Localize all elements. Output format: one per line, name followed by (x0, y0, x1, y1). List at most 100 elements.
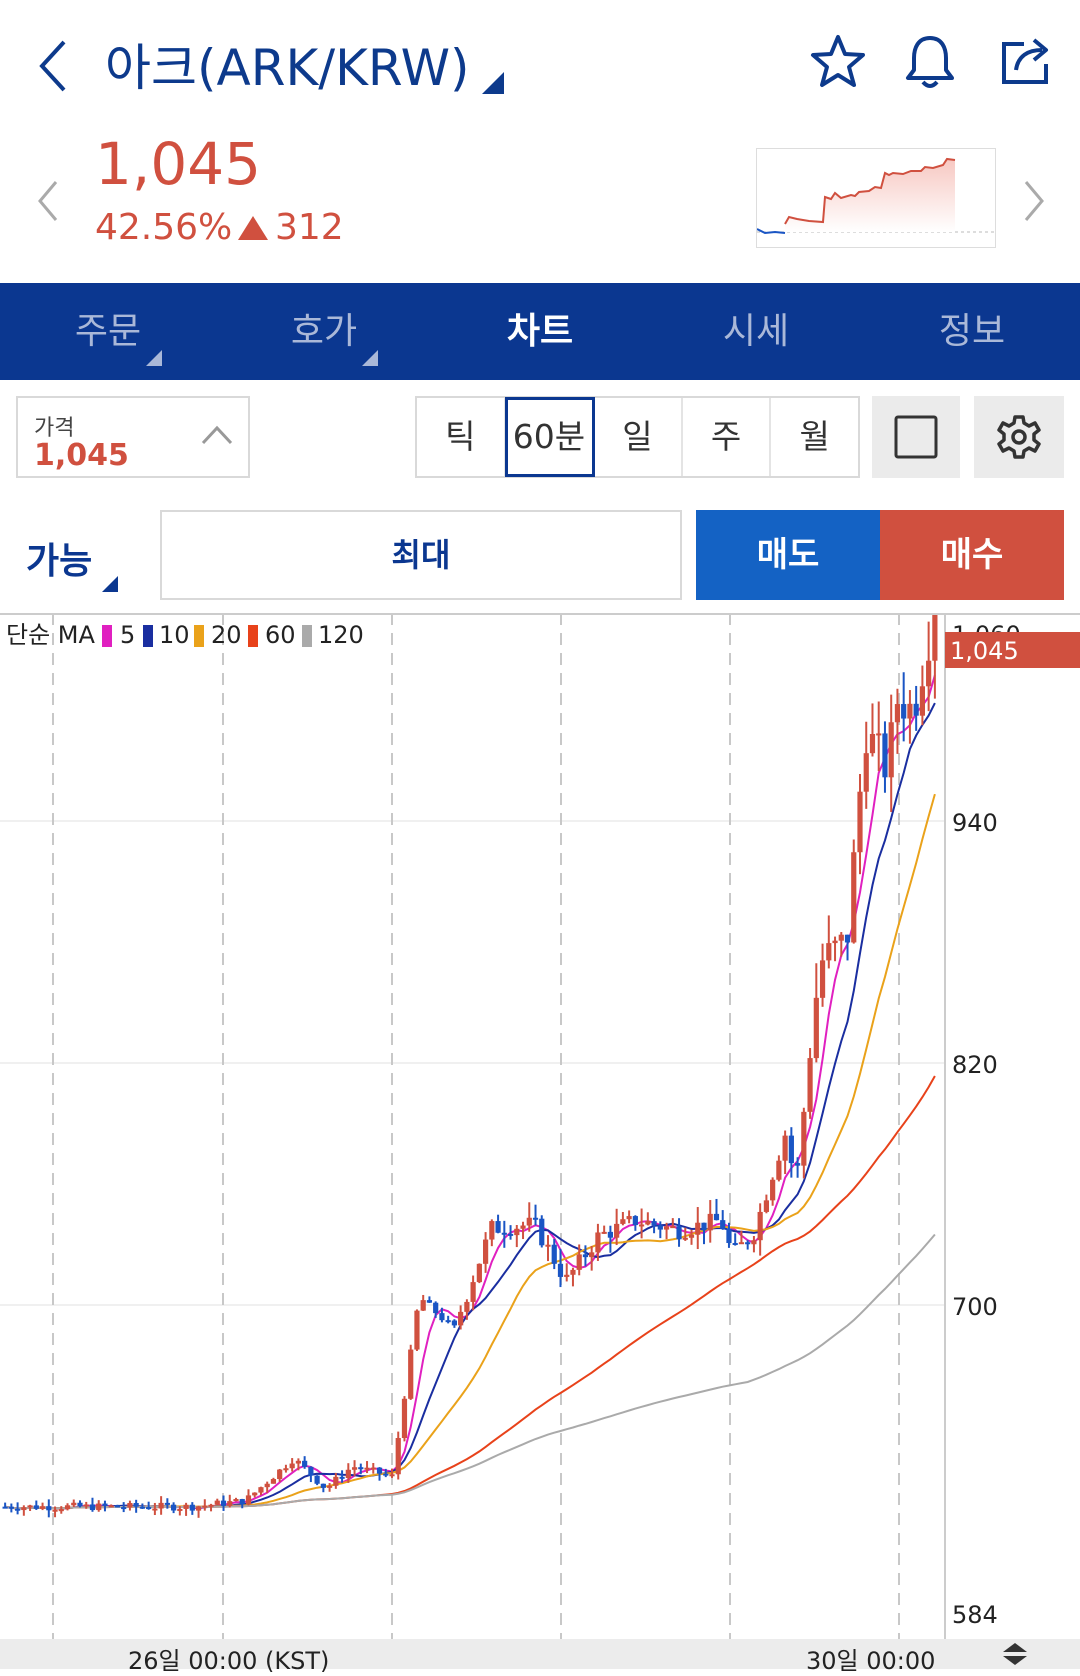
candle-body (233, 1499, 239, 1502)
candle-body (351, 1467, 358, 1470)
candle-body (420, 1300, 426, 1311)
candle-body (526, 1217, 532, 1226)
tab-info[interactable]: 정보 (864, 283, 1080, 380)
page-title[interactable]: 아크(ARK/KRW) (105, 39, 470, 97)
candle-body (695, 1222, 701, 1235)
candle-body (264, 1483, 270, 1488)
candle-body (64, 1505, 71, 1510)
ma120-swatch (302, 625, 312, 647)
candle-body (451, 1320, 457, 1326)
candle-body (433, 1302, 439, 1314)
max-quantity-button[interactable]: 최대 (160, 510, 682, 600)
ma20-swatch (194, 625, 204, 647)
square-icon (894, 415, 938, 459)
candle-body (295, 1460, 301, 1464)
candle-body (252, 1492, 258, 1496)
candle-body (183, 1504, 189, 1509)
sparkline-chart[interactable] (756, 148, 996, 248)
candle-body (464, 1301, 470, 1312)
candle-body (495, 1221, 501, 1233)
candle-body (470, 1282, 476, 1302)
candle-body (720, 1220, 726, 1229)
candle-body (564, 1274, 570, 1277)
candle-body (414, 1310, 420, 1350)
candle-body (501, 1232, 507, 1235)
candle-body (857, 791, 863, 853)
period-day[interactable]: 일 (594, 398, 683, 476)
candle-body (557, 1263, 564, 1277)
resize-handle-icon[interactable] (1000, 1642, 1030, 1666)
ma10-label: 10 (159, 621, 190, 649)
ma120-label: 120 (318, 621, 364, 649)
candle-body (545, 1244, 551, 1247)
period-month[interactable]: 월 (799, 417, 830, 456)
candle-body (507, 1233, 514, 1236)
bell-icon[interactable] (900, 32, 960, 92)
candlestick-chart[interactable]: 5847008209401,060 단순 MA 5 10 20 60 120 1… (0, 613, 1080, 1639)
star-icon[interactable] (808, 32, 868, 92)
candle-body (844, 934, 851, 943)
next-coin-icon[interactable] (1020, 178, 1048, 224)
candle-body (670, 1226, 676, 1229)
candle-body (333, 1476, 339, 1486)
tab-orderbook[interactable]: 호가 (216, 283, 432, 380)
candle-body (195, 1506, 202, 1511)
share-icon[interactable] (996, 30, 1056, 90)
candle-body (745, 1242, 751, 1245)
candle-body (245, 1495, 252, 1505)
candle-body (71, 1502, 77, 1506)
candle-body (152, 1508, 158, 1511)
candle-body (2, 1506, 8, 1509)
period-60min[interactable]: 60분 (504, 397, 596, 477)
candle-body (483, 1239, 489, 1264)
title-dropdown-icon[interactable] (482, 72, 504, 94)
tab-order[interactable]: 주문 (0, 283, 216, 380)
ma10-swatch (143, 625, 153, 647)
tab-market[interactable]: 시세 (648, 283, 864, 380)
time-axis: 26일 00:00 (KST) 30일 00:00 (K (0, 1639, 1080, 1675)
available-selector[interactable]: 가능 (26, 541, 93, 582)
candle-body (851, 852, 857, 943)
tab-chart[interactable]: 차트 (432, 283, 648, 380)
price-selector-value: 1,045 (34, 438, 129, 473)
candle-body (701, 1222, 707, 1231)
candle-body (763, 1200, 769, 1212)
price-selector[interactable]: 가격 1,045 (16, 396, 250, 478)
candle-body (139, 1506, 145, 1509)
candle-body (314, 1475, 320, 1484)
candle-body (408, 1349, 414, 1399)
tab-dropdown-icon (362, 350, 378, 366)
price-selector-label: 가격 (34, 416, 75, 441)
period-tick[interactable]: 틱 (417, 398, 506, 476)
candle-body (832, 940, 838, 944)
settings-button[interactable] (974, 396, 1064, 478)
candle-body (732, 1243, 738, 1246)
candle-body (676, 1226, 682, 1240)
candle-body (639, 1224, 645, 1227)
chevron-up-icon (201, 425, 233, 445)
candle-body (46, 1506, 52, 1511)
sell-button[interactable]: 매도 (696, 510, 880, 600)
back-icon[interactable] (34, 36, 74, 96)
candle-body (707, 1213, 713, 1231)
candle-body (445, 1320, 451, 1323)
ma-line (4, 702, 936, 1510)
candle-body (582, 1254, 589, 1258)
previous-coin-icon[interactable] (34, 178, 62, 224)
price-tick: 940 (952, 809, 998, 837)
layout-button[interactable] (872, 396, 960, 478)
tab-label: 정보 (938, 311, 1006, 352)
candle-body (863, 753, 869, 792)
candle-body (589, 1252, 595, 1258)
tab-label: 주문 (74, 311, 142, 352)
ma5-label: 5 (120, 621, 135, 649)
buy-button[interactable]: 매수 (880, 510, 1064, 600)
tab-bar: 주문 호가 차트 시세 정보 (0, 283, 1080, 380)
candle-body (208, 1504, 214, 1507)
candle-body (171, 1504, 177, 1511)
period-week[interactable]: 주 (683, 398, 772, 476)
candle-body (458, 1311, 464, 1326)
candles (2, 613, 938, 1518)
candle-body (869, 734, 876, 754)
candle-body (146, 1507, 152, 1510)
